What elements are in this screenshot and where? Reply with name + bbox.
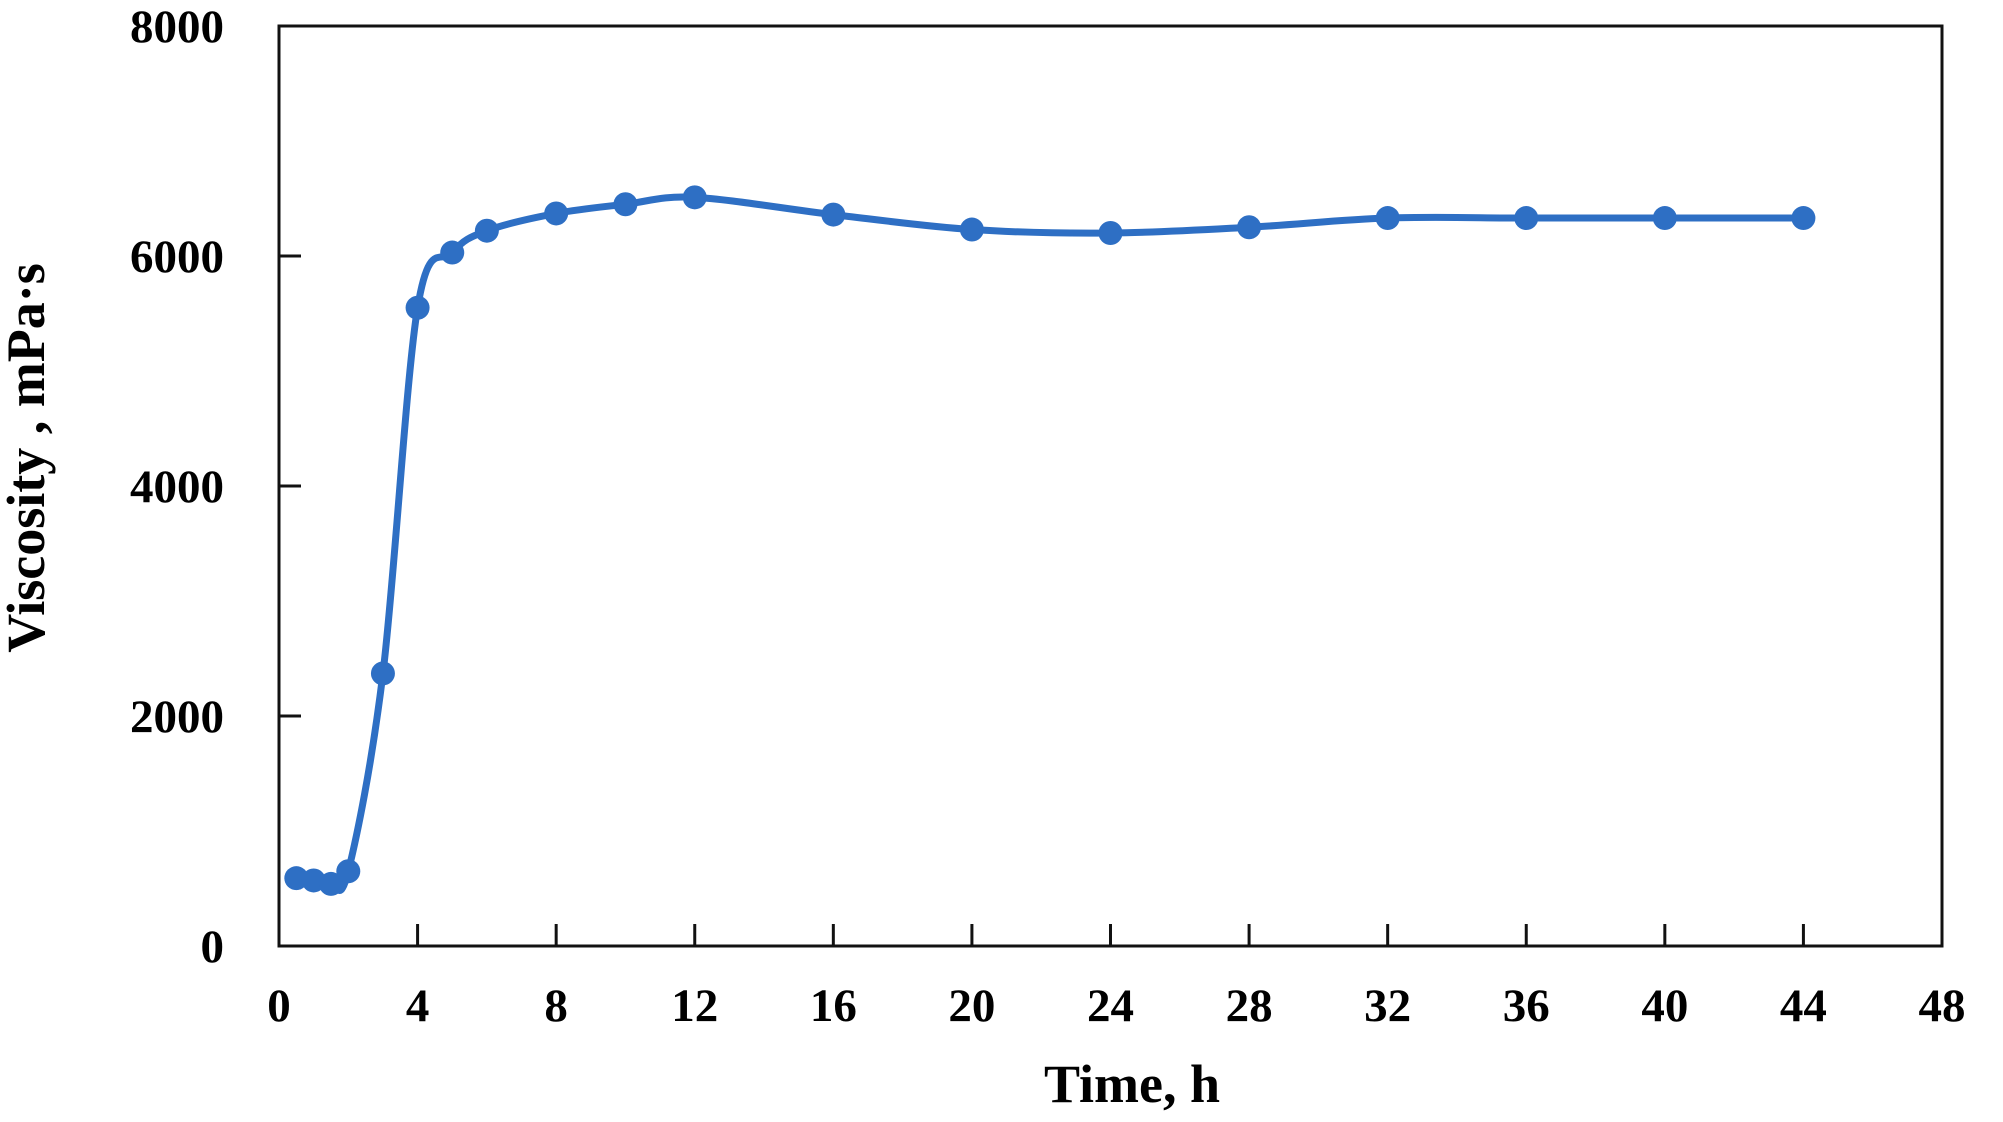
x-tick-label: 36 [1503, 980, 1550, 1032]
x-tick-label: 20 [948, 980, 995, 1032]
x-tick-label: 28 [1226, 980, 1273, 1032]
data-point-marker [682, 185, 707, 210]
x-axis-title: Time, h [1044, 1054, 1220, 1114]
x-tick-label: 24 [1087, 980, 1134, 1032]
data-point-marker [544, 201, 569, 226]
line-series-group [284, 185, 1816, 896]
x-tick-label: 12 [671, 980, 718, 1032]
data-point-marker [1098, 221, 1123, 245]
plot-area-border [277, 24, 1944, 948]
y-axis-title: Viscosity , mPa·s [0, 263, 56, 652]
data-point-marker [1237, 215, 1262, 240]
data-point-marker [1791, 206, 1816, 231]
data-point-marker [370, 661, 395, 686]
data-point-marker [959, 217, 984, 242]
y-tick-label: 4000 [130, 461, 224, 513]
x-tick-label: 0 [267, 980, 291, 1032]
x-tick-label: 16 [810, 980, 857, 1032]
data-point-marker [405, 295, 430, 320]
data-point-marker [474, 218, 499, 243]
x-tick-label: 40 [1641, 980, 1688, 1032]
data-point-marker [336, 859, 361, 884]
x-tick-label: 44 [1780, 980, 1827, 1032]
y-tick-label: 8000 [130, 1, 224, 53]
x-tick-label: 8 [544, 980, 568, 1032]
axis-tick-marks [279, 254, 1805, 946]
y-tick-label: 6000 [130, 231, 224, 283]
x-tick-label: 48 [1919, 980, 1966, 1032]
viscosity-line-series [292, 193, 1807, 894]
data-point-marker [1375, 206, 1400, 231]
data-point-marker [440, 240, 465, 265]
data-point-marker [613, 192, 638, 217]
data-point-marker [821, 202, 846, 227]
data-point-marker [1514, 206, 1539, 231]
data-point-marker [1652, 206, 1677, 231]
y-tick-label: 2000 [130, 691, 224, 743]
x-tick-label: 32 [1364, 980, 1411, 1032]
data-point-marker [318, 871, 343, 896]
x-tick-label: 4 [406, 980, 430, 1032]
y-tick-label: 0 [201, 921, 225, 973]
